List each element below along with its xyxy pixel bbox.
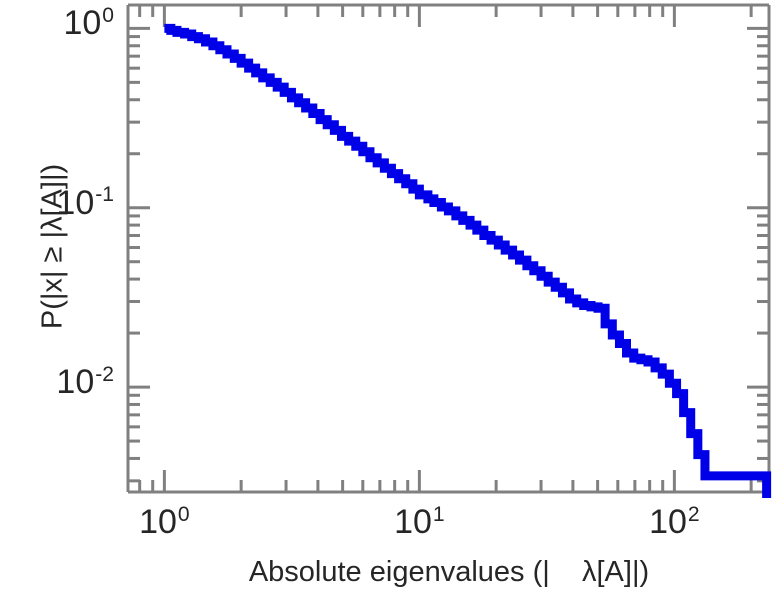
- y-tick-label-0p1: 10-1: [56, 183, 114, 222]
- axes-frame: [126, 3, 771, 494]
- x-tick-label-100: 102: [649, 502, 700, 541]
- x-axis-title-wrap: Absolute eigenvalues (| λ[A]|): [128, 558, 770, 587]
- axis-ticks: [128, 5, 769, 492]
- y-axis-title: P(|x| ≥ |λ[A]|): [36, 163, 69, 330]
- y-axis-title-wrap: P(|x| ≥ |λ[A]|): [36, 82, 69, 412]
- y-tick-label-1: 100: [63, 4, 114, 43]
- x-tick-label-1: 100: [139, 502, 190, 541]
- y-tick-label-0p01: 10-2: [56, 362, 114, 402]
- ccdf-data-line: [164, 23, 772, 498]
- x-axis-title: Absolute eigenvalues (| λ[A]|): [248, 556, 650, 588]
- x-tick-label-10: 101: [394, 502, 445, 541]
